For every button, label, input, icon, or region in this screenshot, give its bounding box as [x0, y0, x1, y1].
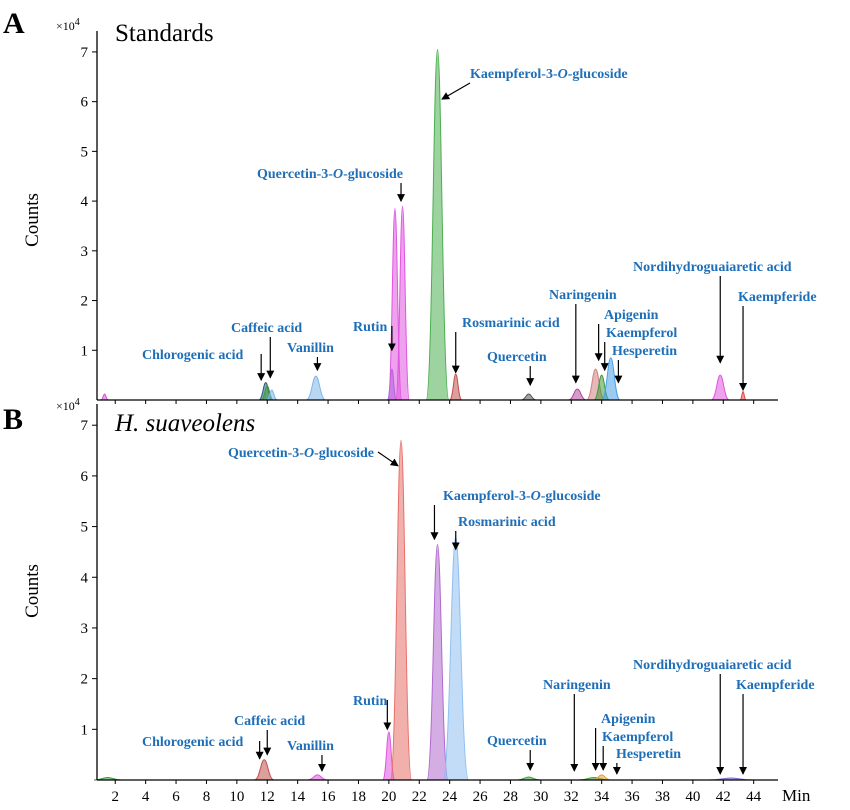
- peaks: [93, 439, 754, 781]
- peak-5: [305, 375, 327, 401]
- peak-label: Quercetin: [487, 350, 547, 365]
- peak-label: Quercetin-3-O-glucoside: [228, 446, 374, 461]
- x-tick-label: 8: [203, 789, 211, 805]
- peak-label: Hesperetin: [612, 344, 677, 359]
- peak-label: Rosmarinic acid: [458, 515, 556, 530]
- peak-label: Rosmarinic acid: [462, 316, 560, 331]
- y-tick-label: 4: [81, 570, 89, 586]
- y-tick-label: 3: [81, 621, 89, 637]
- x-tick-label: 26: [473, 789, 489, 805]
- x-tick-label: 2: [111, 789, 119, 805]
- peak-2: [254, 759, 275, 781]
- y-tick-label: 5: [81, 144, 89, 160]
- peak-10: [449, 373, 463, 401]
- peak-annotations: Chlorogenic acid Caffeic acid Vanillin Ruti…: [142, 446, 815, 775]
- y-tick-label: 4: [81, 194, 89, 210]
- peak-15: [601, 357, 621, 401]
- peak-label: Quercetin-3-O-glucoside: [257, 167, 403, 182]
- x-tick-label: 20: [381, 789, 396, 805]
- x-tick-label: 12: [260, 789, 275, 805]
- y-tick-label: 6: [81, 95, 89, 111]
- peak-label: Kaempferol: [606, 326, 677, 341]
- y-tick-label: 7: [81, 418, 89, 434]
- peak-16: [710, 374, 730, 401]
- x-tick-label: 28: [503, 789, 518, 805]
- peak-1: [100, 393, 109, 401]
- peak-label: Kaempferol-3-O-glucoside: [470, 67, 628, 82]
- peak-label: Kaempferol: [602, 730, 673, 745]
- peak-label: Rutin: [353, 694, 387, 709]
- peak-label: Nordihydroguaiaretic acid: [633, 260, 792, 275]
- x-tick-label: 4: [142, 789, 150, 805]
- peak-12: [568, 388, 587, 401]
- y-axis-label: Counts: [22, 564, 43, 618]
- peak-label: Vanillin: [287, 739, 334, 754]
- peak-arrow: [441, 82, 471, 100]
- panel-letter: B: [3, 403, 23, 436]
- panel-title: Standards: [115, 20, 214, 47]
- peak-label: Naringenin: [549, 288, 617, 303]
- x-tick-label: 36: [625, 789, 641, 805]
- peak-label: Caffeic acid: [231, 321, 302, 336]
- x-tick-label: 24: [442, 789, 458, 805]
- peak-4: [266, 389, 278, 401]
- y-tick-label: 2: [81, 672, 89, 688]
- y-multiplier: ×104: [56, 397, 80, 413]
- peak-label: Kaempferol-3-O-glucoside: [443, 489, 601, 504]
- x-tick-label: 38: [655, 789, 670, 805]
- y-axis-label: Counts: [22, 193, 43, 247]
- peak-7: [442, 536, 470, 781]
- peak-label: Nordihydroguaiaretic acid: [633, 658, 792, 673]
- x-tick-label: 42: [716, 789, 731, 805]
- x-tick-label: 32: [564, 789, 579, 805]
- x-tick-label: 34: [594, 789, 610, 805]
- y-tick-label: 3: [81, 244, 89, 260]
- peaks: [100, 48, 747, 401]
- peak-17: [739, 391, 747, 401]
- x-tick-label: 40: [685, 789, 700, 805]
- peak-11: [521, 393, 537, 401]
- peak-label: Chlorogenic acid: [142, 348, 243, 363]
- y-tick-label: 1: [81, 722, 89, 738]
- panel-letter: A: [3, 7, 25, 40]
- peak-label: Caffeic acid: [234, 714, 305, 729]
- peak-9: [425, 48, 450, 401]
- peak-label: Vanillin: [287, 341, 334, 356]
- peak-8: [395, 205, 410, 401]
- peak-arrow: [377, 451, 399, 467]
- x-tick-label: 14: [290, 789, 306, 805]
- peak-label: Apigenin: [601, 712, 656, 727]
- peak-label: Chlorogenic acid: [142, 735, 243, 750]
- x-tick-label: 6: [172, 789, 180, 805]
- peak-6: [426, 543, 449, 781]
- x-tick-label: 22: [412, 789, 427, 805]
- peak-label: Hesperetin: [616, 747, 681, 762]
- peak-label: Apigenin: [604, 308, 659, 323]
- panel-title: H. suaveolens: [114, 410, 255, 437]
- y-tick-label: 6: [81, 469, 89, 485]
- panel-a: A Standards ×104 Counts 1 2 3 4 5 6 7 Chlorogenic a…: [3, 7, 817, 404]
- y-tick-label: 1: [81, 343, 89, 359]
- x-tick-label: 30: [533, 789, 548, 805]
- y-tick-label: 7: [81, 45, 89, 61]
- y-tick-label: 5: [81, 520, 89, 536]
- peak-label: Kaempferide: [736, 678, 815, 693]
- x-axis-unit: Min: [782, 786, 811, 805]
- y-tick-label: 2: [81, 294, 89, 310]
- peak-label: Naringenin: [543, 678, 611, 693]
- peak-label: Kaempferide: [738, 290, 817, 305]
- x-tick-label: 10: [229, 789, 244, 805]
- peak-label: Rutin: [353, 320, 387, 335]
- x-tick-label: 18: [351, 789, 366, 805]
- peak-label: Quercetin: [487, 734, 547, 749]
- peak-3: [307, 774, 328, 781]
- peak-annotations: Chlorogenic acid Caffeic acid Vanillin Ruti…: [142, 67, 817, 392]
- x-tick-label: 16: [321, 789, 337, 805]
- x-tick-label: 44: [746, 789, 762, 805]
- y-multiplier: ×104: [56, 17, 80, 33]
- peak-5: [389, 439, 413, 781]
